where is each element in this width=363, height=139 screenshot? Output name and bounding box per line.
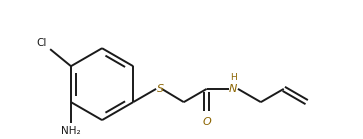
Text: NH₂: NH₂ <box>61 126 81 136</box>
Text: S: S <box>157 84 164 94</box>
Text: O: O <box>202 117 211 127</box>
Text: Cl: Cl <box>36 38 46 48</box>
Text: H: H <box>230 73 237 82</box>
Text: N: N <box>229 84 237 94</box>
